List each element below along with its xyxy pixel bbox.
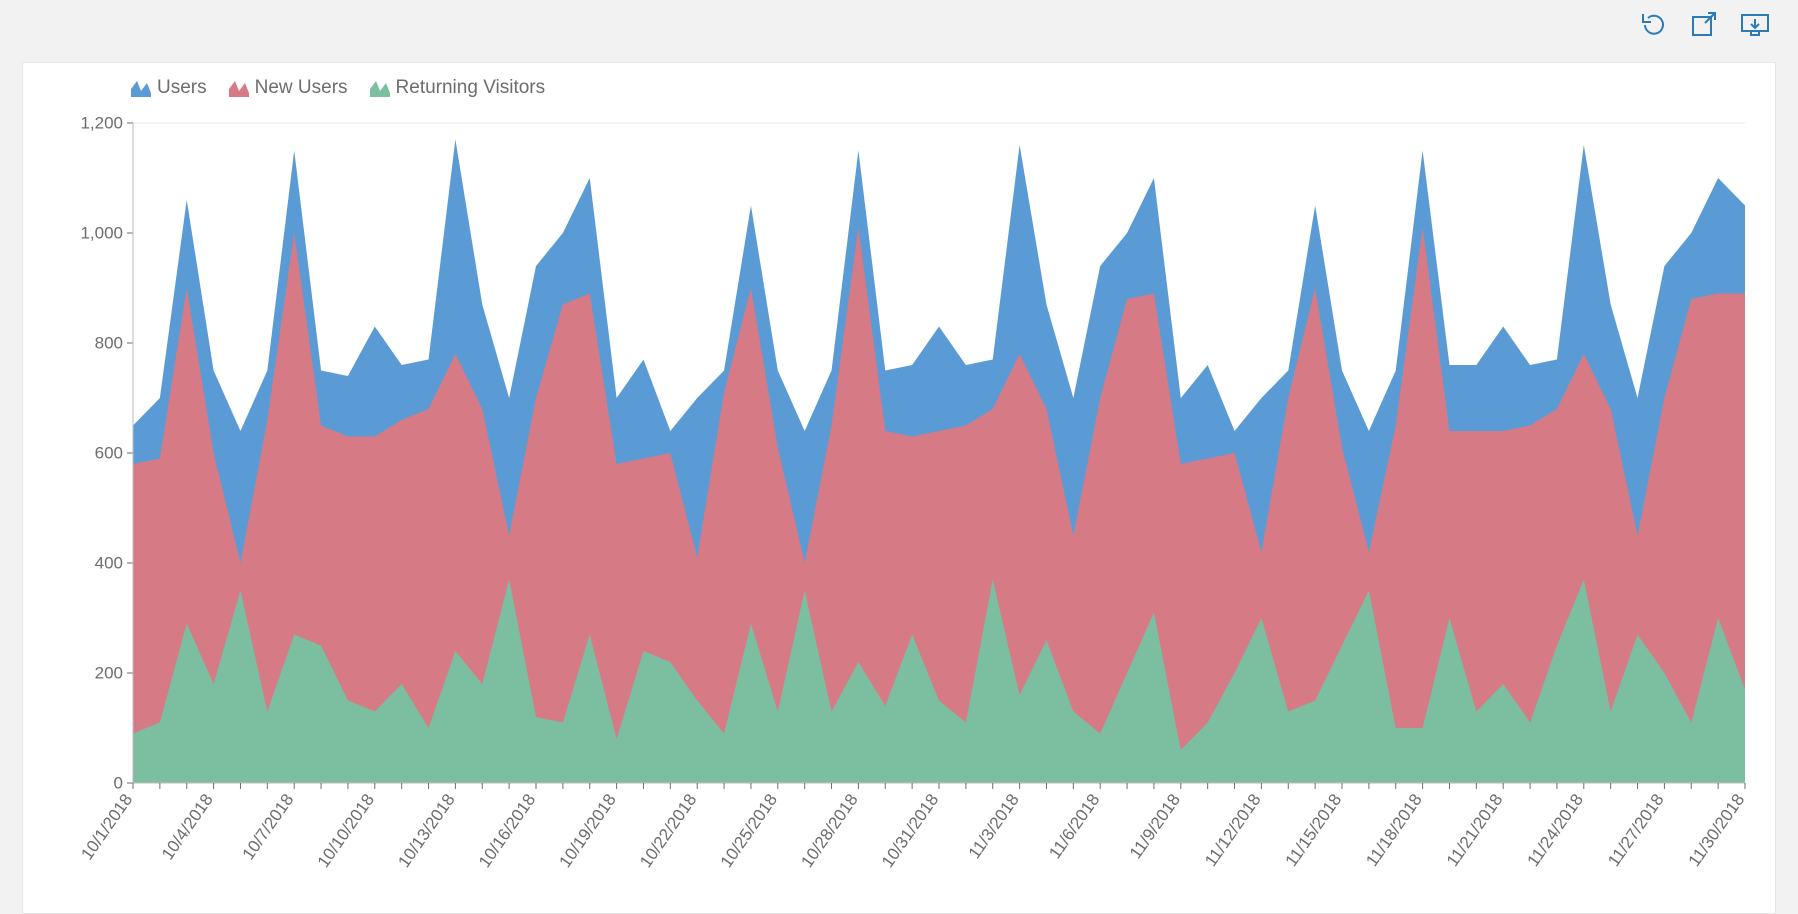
y-tick-label: 200 [95, 663, 123, 682]
legend-item-new-users[interactable]: New Users [229, 77, 348, 99]
y-tick-label: 400 [95, 553, 123, 572]
legend-swatch-icon [229, 79, 249, 97]
y-tick-label: 1,200 [80, 113, 123, 132]
legend-swatch-icon [131, 79, 151, 97]
x-tick-label: 11/12/2018 [1201, 790, 1265, 870]
legend-label: Returning Visitors [396, 77, 546, 99]
legend-item-returning[interactable]: Returning Visitors [370, 77, 546, 99]
legend-label: New Users [255, 77, 348, 99]
x-tick-label: 10/7/2018 [239, 790, 298, 863]
x-tick-label: 10/28/2018 [797, 790, 861, 871]
x-tick-label: 11/15/2018 [1282, 790, 1346, 870]
x-tick-label: 11/18/2018 [1362, 790, 1426, 870]
y-tick-label: 1,000 [80, 223, 123, 242]
x-tick-label: 10/22/2018 [636, 790, 700, 871]
x-tick-label: 10/13/2018 [394, 790, 458, 871]
x-tick-label: 11/3/2018 [965, 790, 1023, 862]
x-tick-label: 10/25/2018 [717, 790, 781, 871]
y-tick-label: 0 [114, 773, 123, 792]
x-tick-label: 10/19/2018 [556, 790, 620, 871]
x-tick-label: 10/1/2018 [77, 790, 136, 863]
x-tick-label: 11/6/2018 [1045, 790, 1103, 862]
toolbar [1640, 12, 1770, 38]
x-tick-label: 11/27/2018 [1604, 790, 1668, 870]
x-tick-label: 10/10/2018 [314, 790, 378, 871]
x-tick-label: 10/4/2018 [158, 790, 217, 863]
legend-swatch-icon [370, 79, 390, 97]
area-chart: 0 200 400 600 800 1,000 1,200 10/1/2018 10/4/201… [73, 113, 1755, 913]
y-tick-label: 600 [95, 443, 123, 462]
popout-icon[interactable] [1690, 12, 1718, 38]
legend-label: Users [157, 77, 207, 99]
refresh-icon[interactable] [1640, 12, 1668, 38]
x-tick-label: 11/21/2018 [1443, 790, 1507, 870]
x-tick-label: 11/24/2018 [1523, 790, 1587, 870]
x-tick-label: 10/16/2018 [475, 790, 539, 871]
legend-item-users[interactable]: Users [131, 77, 207, 99]
y-tick-label: 800 [95, 333, 123, 352]
chart-legend: Users New Users Returning Visitors [131, 77, 545, 99]
x-tick-label: 11/9/2018 [1126, 790, 1184, 862]
chart-panel: Users New Users Returning Visitors 0 200 4… [22, 62, 1776, 914]
download-icon[interactable] [1740, 12, 1770, 38]
x-tick-label: 11/30/2018 [1685, 790, 1749, 870]
x-tick-label: 10/31/2018 [878, 790, 942, 871]
